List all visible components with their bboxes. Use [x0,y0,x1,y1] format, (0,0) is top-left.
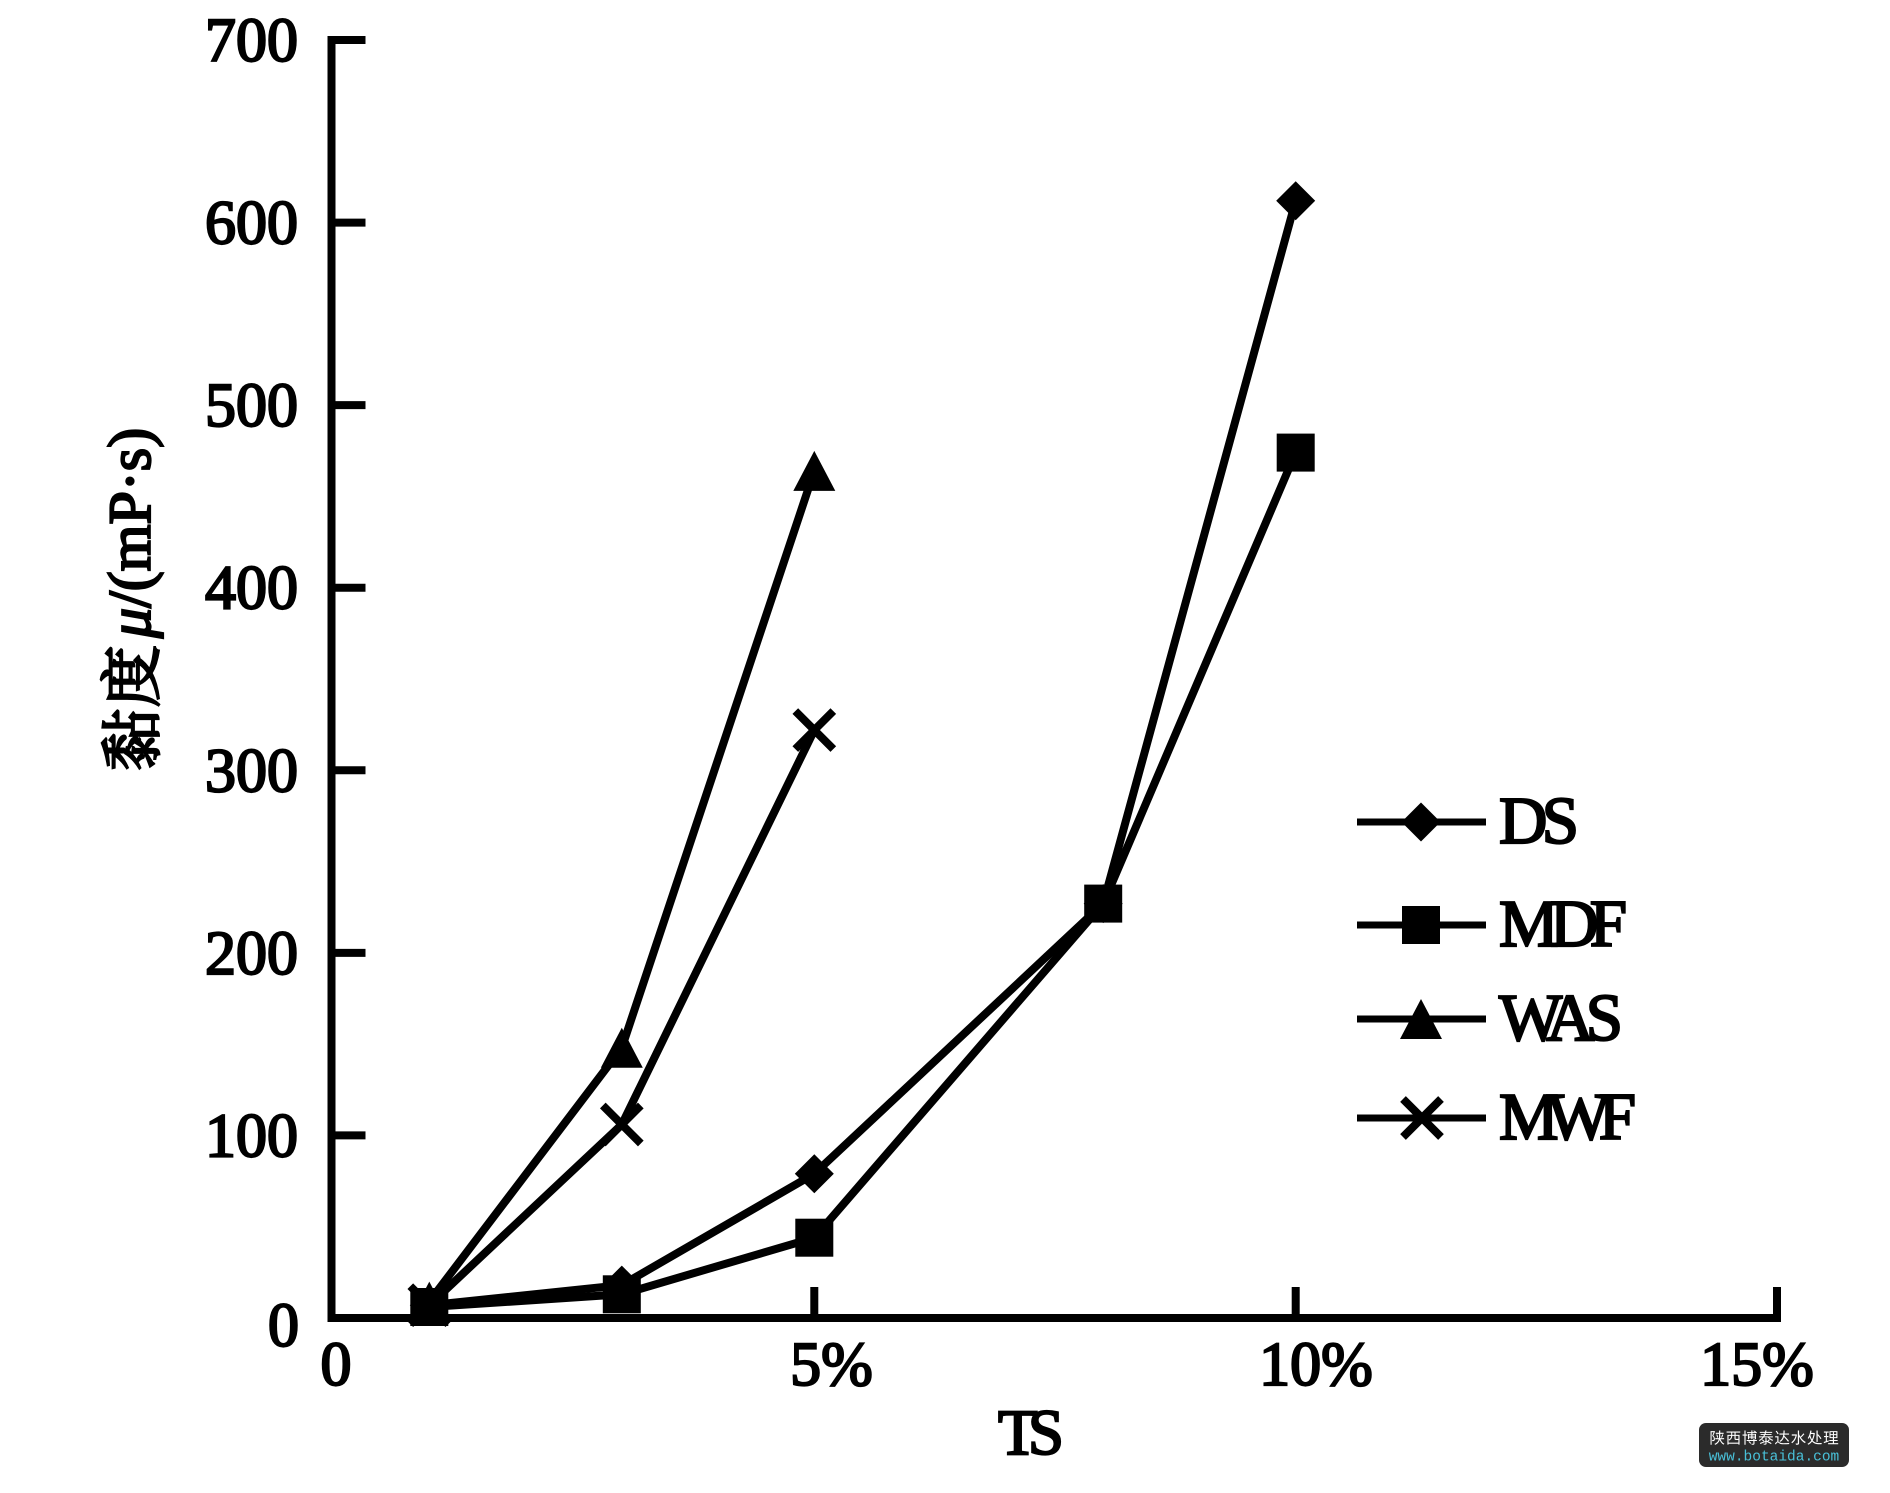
svg-text:5%: 5% [790,1331,873,1399]
svg-text:www.botaida.com: www.botaida.com [1709,1450,1840,1466]
svg-text:200: 200 [205,920,298,988]
svg-text:MWF: MWF [1499,1080,1636,1154]
svg-text:μ/(mP·s): μ/(mP·s) [97,428,163,639]
svg-text:MDF: MDF [1499,887,1627,961]
svg-text:400: 400 [205,555,298,623]
svg-text:DS: DS [1499,784,1579,858]
svg-text:100: 100 [205,1102,298,1170]
svg-text:WAS: WAS [1499,981,1623,1055]
svg-text:600: 600 [205,190,298,258]
svg-text:TS: TS [998,1397,1064,1469]
svg-text:15%: 15% [1700,1331,1814,1399]
svg-text:500: 500 [205,372,298,440]
svg-text:10%: 10% [1259,1331,1373,1399]
svg-text:700: 700 [205,7,298,75]
svg-text:300: 300 [205,737,298,805]
svg-text:0: 0 [268,1292,299,1360]
svg-text:0: 0 [321,1331,352,1399]
